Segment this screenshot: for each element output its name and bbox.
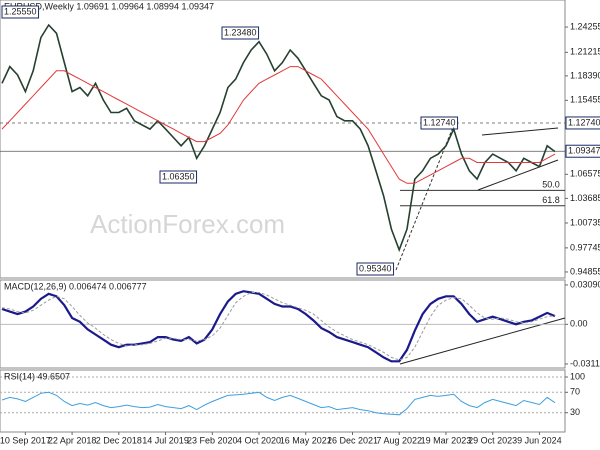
rsi-frame <box>0 369 566 433</box>
annotation: 1.06350 <box>162 171 195 181</box>
y-tick-label: 30 <box>570 407 580 417</box>
y-tick-label: 1.24255 <box>570 21 600 31</box>
annotation: 1.12740 <box>423 117 456 127</box>
series-line <box>1 23 556 253</box>
y-tick-label: -0.031123 <box>570 358 600 368</box>
x-tick-label: 29 Oct 2023 <box>468 435 517 445</box>
y-tick-label: 0.97745 <box>570 242 600 252</box>
x-tick-label: 16 May 2021 <box>280 435 332 445</box>
price-level-label: 1.09347 <box>568 146 600 156</box>
price-level-label-box <box>565 144 600 158</box>
watermark: ActionForex.com <box>90 209 285 239</box>
channel-line <box>477 159 559 191</box>
y-tick-label: 0.00 <box>570 319 588 329</box>
panel-title: RSI(14) 49.6507 <box>4 371 70 381</box>
macd-trendline <box>399 317 566 365</box>
x-tick-label: 9 Jun 2024 <box>517 435 562 445</box>
x-tick-label: 2 Dec 2018 <box>96 435 142 445</box>
y-tick-label: 1.00735 <box>570 217 600 227</box>
fib-label: 50.0 <box>542 180 560 190</box>
annotation-box <box>356 262 395 276</box>
price-level-label-box <box>565 116 600 130</box>
price-frame <box>0 0 566 279</box>
x-tick-label: 7 Aug 2022 <box>376 435 422 445</box>
panel-title: EURUSD,Weekly 1.09691 1.09964 1.08994 1.… <box>4 1 214 11</box>
y-tick-label: 1.03685 <box>570 193 600 203</box>
series-line <box>1 292 556 361</box>
y-tick-label: 70 <box>570 387 580 397</box>
y-tick-label: 1.18390 <box>570 70 600 80</box>
series-line <box>1 66 556 184</box>
x-tick-label: 14 Jul 2019 <box>142 435 189 445</box>
annotation-box <box>1 5 40 19</box>
channel-line <box>481 127 559 136</box>
fib-label: 61.8 <box>542 195 560 205</box>
series-line <box>1 391 556 416</box>
x-tick-label: 22 Apr 2018 <box>48 435 97 445</box>
y-tick-label: 1.06575 <box>570 169 600 179</box>
y-tick-label: 100 <box>570 371 585 381</box>
annotation: 0.95340 <box>359 263 392 273</box>
price-level-label: 1.12740 <box>568 117 600 127</box>
annotation: 1.23480 <box>224 27 257 37</box>
y-tick-label: 1.15455 <box>570 95 600 105</box>
y-tick-label: 0.030906 <box>570 279 600 289</box>
x-tick-label: 4 Oct 2020 <box>237 435 281 445</box>
x-tick-label: 23 Feb 2020 <box>187 435 238 445</box>
annotation-box <box>420 116 459 130</box>
x-tick-label: 10 Sep 2017 <box>0 435 51 445</box>
y-tick-label: 1.21215 <box>570 47 600 57</box>
x-tick-label: 26 Dec 2021 <box>327 435 378 445</box>
annotation-box <box>159 170 198 184</box>
annotation: 1.25550 <box>4 6 37 16</box>
annotation-box <box>221 26 260 40</box>
panel-title: MACD(12,26,9) 0.006474 0.006777 <box>4 281 147 291</box>
y-tick-label: 0.94855 <box>570 266 600 276</box>
series-line <box>1 290 556 363</box>
x-tick-label: 19 Mar 2023 <box>421 435 472 445</box>
